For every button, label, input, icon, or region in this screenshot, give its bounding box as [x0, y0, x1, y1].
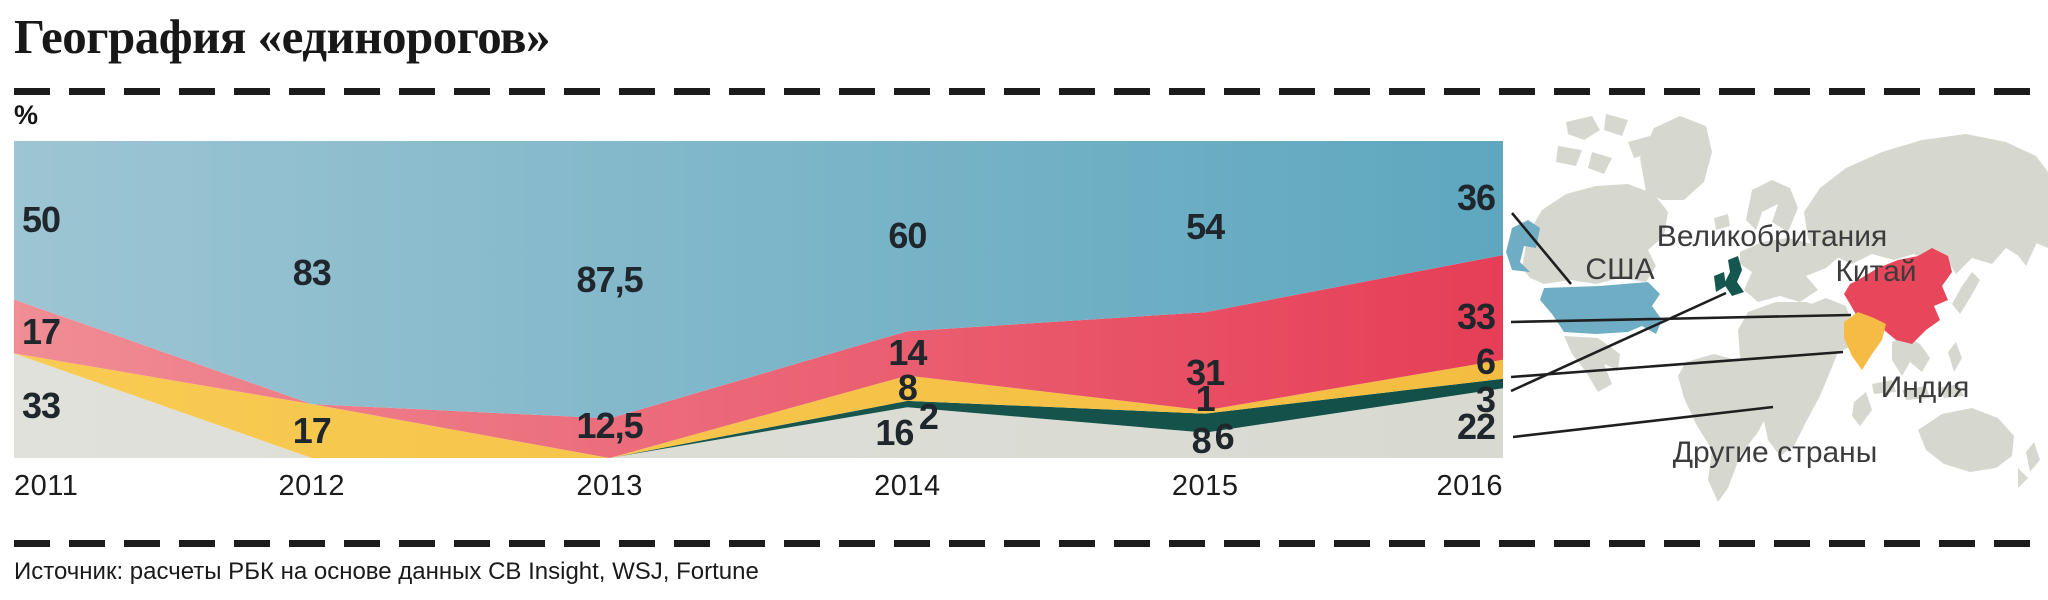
value-label-china-2015: 31	[1186, 352, 1225, 394]
map-land-japan	[1952, 272, 1980, 314]
x-axis-label-2012: 2012	[278, 470, 346, 502]
value-label-china-2011: 17	[22, 311, 61, 353]
map-land-canada-islands	[1588, 152, 1612, 174]
chart-areas	[14, 141, 1503, 458]
value-label-other-2011: 33	[22, 384, 61, 426]
map-country-usa	[1540, 282, 1662, 334]
map-land-iceland	[1714, 214, 1730, 230]
value-label-china-2016: 33	[1456, 296, 1496, 338]
x-axis-label-2016: 2016	[1436, 470, 1503, 502]
dashed-divider-top	[14, 88, 2040, 95]
value-label-usa-2011: 50	[22, 199, 61, 241]
x-axis-label-2011: 2011	[14, 470, 79, 502]
value-label-india-2016: 6	[1475, 341, 1496, 383]
value-label-uk-2015: 6	[1214, 416, 1235, 458]
area-other	[14, 353, 1503, 458]
value-label-china-2013: 12,5	[576, 405, 644, 447]
value-label-china-2014: 14	[888, 332, 927, 374]
value-label-other-2015: 8	[1191, 420, 1212, 462]
value-label-usa-2012: 83	[292, 251, 332, 293]
map-country-uk	[1724, 256, 1744, 296]
value-label-usa-2015: 54	[1186, 205, 1225, 247]
x-axis-label-2013: 2013	[576, 470, 643, 502]
map-land-new-zealand	[2026, 442, 2040, 472]
value-label-india-2012: 17	[292, 410, 332, 452]
map-land-indonesia	[1902, 386, 1930, 400]
value-label-usa-2016: 36	[1456, 177, 1496, 219]
map-land-indonesia	[1872, 380, 1896, 394]
area-india	[14, 353, 1503, 458]
map-land-australia	[1918, 408, 2014, 472]
map-land-new-zealand	[2018, 468, 2028, 488]
map-land-kamchatka	[2014, 212, 2038, 266]
map-country-ireland	[1714, 272, 1726, 292]
map-land-canada-islands	[1556, 146, 1582, 166]
map-land-scandinavia	[1746, 180, 1798, 232]
map-land-philippines	[1948, 342, 1962, 372]
value-label-india-2015: 1	[1195, 378, 1216, 420]
x-axis-label-2014: 2014	[874, 470, 941, 502]
map-land-se-asia	[1892, 336, 1930, 376]
map-land-canada-islands	[1566, 116, 1600, 140]
map-land-canada-islands	[1604, 114, 1628, 136]
map-label-india: Индия	[1880, 371, 1970, 404]
area-usa	[14, 141, 1503, 419]
value-label-uk-2016: 3	[1475, 378, 1496, 420]
value-label-india-2014: 8	[897, 367, 918, 409]
map-label-other: Другие страны	[1672, 436, 1878, 469]
value-label-uk-2014: 2	[918, 396, 939, 438]
value-label-usa-2014: 60	[888, 215, 927, 257]
page-title: География «единорогов»	[14, 9, 550, 64]
x-axis-label-2015: 2015	[1171, 470, 1239, 502]
map-land-europe	[1740, 238, 1840, 302]
source-note: Источник: расчеты РБК на основе данных C…	[14, 558, 759, 585]
map-label-usa: США	[1585, 253, 1655, 286]
map-label-china: Китай	[1835, 255, 1917, 288]
stacked-area-chart: 33 16 8 22 2 6 3 17 8 1 6 17 12,5 14 31 33 50 83 87,5 60 54 3…	[14, 141, 1503, 462]
value-label-usa-2013: 87,5	[576, 258, 644, 300]
percent-axis-label: %	[14, 100, 39, 130]
map-land-mexico	[1564, 336, 1620, 392]
map-land-madagascar	[1852, 392, 1872, 426]
value-label-other-2016: 22	[1456, 406, 1496, 448]
map-land-russia-asia	[1804, 134, 2048, 274]
area-china	[14, 255, 1503, 458]
map-land-greenland	[1640, 116, 1712, 200]
value-label-other-2014: 16	[875, 411, 914, 453]
dashed-divider-bottom	[14, 540, 2040, 547]
map-country-india	[1844, 312, 1886, 370]
map-land-indonesia	[1938, 384, 1964, 398]
map-label-uk: Великобритания	[1656, 220, 1888, 253]
